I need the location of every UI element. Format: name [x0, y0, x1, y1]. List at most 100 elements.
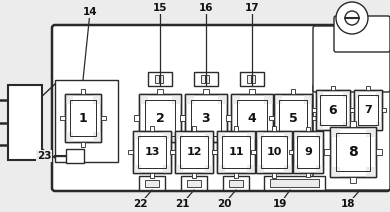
Bar: [256, 165, 264, 173]
Bar: [312, 116, 317, 120]
Bar: [157, 142, 163, 148]
Bar: [331, 130, 335, 134]
Bar: [133, 131, 171, 173]
Bar: [264, 94, 273, 104]
Bar: [148, 72, 172, 86]
FancyBboxPatch shape: [52, 25, 390, 191]
Text: 5: 5: [289, 112, 297, 124]
Bar: [170, 149, 175, 155]
Bar: [65, 94, 101, 142]
Bar: [163, 131, 171, 139]
Bar: [133, 131, 141, 139]
Bar: [81, 142, 85, 147]
Bar: [133, 165, 141, 173]
Bar: [205, 75, 209, 82]
Bar: [324, 149, 330, 155]
Text: 3: 3: [202, 112, 210, 124]
Bar: [185, 132, 194, 142]
Bar: [240, 72, 264, 86]
Bar: [191, 173, 197, 178]
Bar: [155, 75, 159, 82]
Bar: [354, 90, 382, 130]
Bar: [246, 165, 255, 173]
Bar: [175, 131, 213, 173]
Bar: [289, 150, 293, 154]
Bar: [223, 176, 249, 190]
Bar: [191, 100, 222, 136]
FancyBboxPatch shape: [313, 84, 390, 190]
Bar: [366, 167, 376, 177]
Bar: [293, 165, 300, 173]
Bar: [231, 94, 240, 104]
Bar: [81, 89, 85, 94]
Bar: [297, 136, 319, 168]
Bar: [185, 94, 227, 142]
Bar: [336, 133, 370, 171]
Bar: [255, 149, 260, 155]
Bar: [149, 173, 154, 178]
Bar: [350, 108, 355, 112]
Bar: [249, 142, 255, 148]
Bar: [227, 115, 232, 121]
Text: 23: 23: [37, 151, 51, 161]
Bar: [65, 132, 73, 142]
Bar: [194, 72, 218, 86]
Text: 6: 6: [329, 103, 337, 117]
Text: 20: 20: [217, 199, 231, 209]
Bar: [145, 180, 159, 187]
Bar: [251, 75, 255, 82]
Bar: [139, 176, 165, 190]
Bar: [225, 115, 231, 121]
Text: 17: 17: [245, 3, 259, 13]
Bar: [181, 176, 207, 190]
Bar: [213, 149, 218, 155]
Bar: [350, 121, 356, 127]
Bar: [179, 115, 185, 121]
Bar: [101, 116, 106, 120]
Text: 15: 15: [153, 3, 167, 13]
Bar: [93, 132, 101, 142]
Bar: [139, 94, 181, 142]
Bar: [93, 94, 101, 104]
Bar: [354, 122, 360, 130]
Bar: [133, 131, 171, 173]
Bar: [376, 90, 382, 98]
Bar: [284, 131, 292, 139]
Bar: [274, 94, 312, 142]
Bar: [139, 132, 148, 142]
Bar: [256, 131, 292, 173]
Bar: [293, 131, 323, 173]
Bar: [149, 126, 154, 131]
Bar: [217, 131, 255, 173]
Bar: [256, 131, 292, 173]
FancyBboxPatch shape: [313, 26, 390, 92]
Bar: [231, 132, 240, 142]
Bar: [231, 94, 273, 142]
Text: 9: 9: [304, 147, 312, 157]
Bar: [65, 94, 101, 142]
Bar: [181, 115, 186, 121]
Text: 2: 2: [156, 112, 164, 124]
Bar: [331, 86, 335, 90]
Bar: [312, 108, 316, 112]
Text: 4: 4: [248, 112, 256, 124]
Circle shape: [345, 11, 359, 25]
Text: 11: 11: [228, 147, 244, 157]
Bar: [342, 90, 350, 98]
Text: 1: 1: [79, 112, 87, 124]
Bar: [175, 131, 213, 173]
Bar: [139, 94, 148, 104]
Bar: [217, 131, 225, 139]
Bar: [205, 131, 213, 139]
Bar: [217, 165, 225, 173]
Text: 22: 22: [133, 199, 147, 209]
Bar: [203, 89, 209, 94]
Bar: [330, 127, 376, 177]
Bar: [55, 80, 118, 162]
Bar: [284, 165, 292, 173]
Bar: [316, 131, 323, 139]
Bar: [274, 94, 312, 142]
Bar: [366, 127, 376, 137]
Text: 8: 8: [348, 145, 358, 159]
Bar: [272, 126, 277, 131]
